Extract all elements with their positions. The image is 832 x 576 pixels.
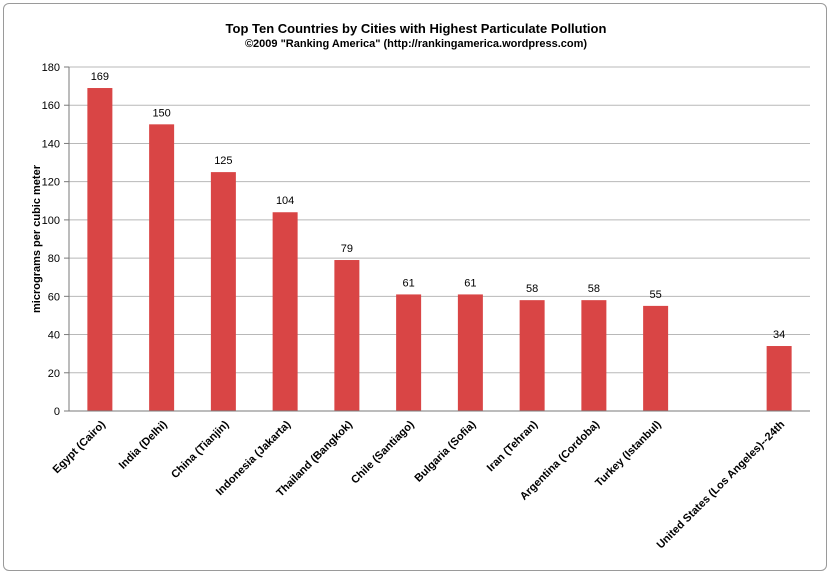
y-tick-label: 100 xyxy=(42,215,60,227)
y-tick-label: 0 xyxy=(54,406,60,418)
bars xyxy=(87,88,792,412)
chart-title: Top Ten Countries by Cities with Highest… xyxy=(225,21,607,36)
y-tick-label: 120 xyxy=(42,177,60,189)
y-tick-label: 20 xyxy=(48,368,60,380)
bar xyxy=(643,305,669,411)
bar-value-label: 61 xyxy=(403,277,415,289)
bar xyxy=(272,212,298,411)
bar-value-label: 34 xyxy=(773,329,785,341)
bar-value-label: 58 xyxy=(588,283,600,295)
x-category-label: Egypt (Cairo) xyxy=(51,418,109,476)
bar xyxy=(149,124,175,411)
x-category-label: China (Tianjin) xyxy=(169,418,232,481)
chart-subtitle: ©2009 "Ranking America" (http://rankinga… xyxy=(244,38,588,50)
bar-value-label: 55 xyxy=(650,289,662,301)
value-labels: 169 150 125 104 79 61 61 58 58 55 34 xyxy=(91,71,786,341)
bar-value-label: 79 xyxy=(341,243,353,255)
x-category-label: Chile (Santiago) xyxy=(349,418,417,486)
y-tick-label: 40 xyxy=(48,330,60,342)
bar xyxy=(457,294,483,411)
y-axis-ticks: 0 20 40 60 80 100 120 140 160 180 xyxy=(42,62,69,418)
y-tick-label: 80 xyxy=(48,253,60,265)
bar xyxy=(581,300,607,411)
bar xyxy=(766,346,792,411)
y-tick-label: 180 xyxy=(42,62,60,74)
bar xyxy=(210,172,236,411)
gridlines xyxy=(69,66,810,374)
bar xyxy=(87,88,113,412)
y-tick-label: 60 xyxy=(48,291,60,303)
x-axis-labels: Egypt (Cairo) India (Delhi) China (Tianjin… xyxy=(51,418,788,551)
bar-value-label: 104 xyxy=(276,195,294,207)
chart-frame xyxy=(3,3,827,571)
bar-value-label: 125 xyxy=(214,155,232,167)
y-axis-label: micrograms per cubic meter xyxy=(31,164,43,313)
x-category-label: Turkey (Istanbul) xyxy=(593,418,664,489)
bar xyxy=(519,300,545,411)
bar xyxy=(396,294,422,411)
bar xyxy=(334,260,360,411)
y-tick-label: 160 xyxy=(42,100,60,112)
y-tick-label: 140 xyxy=(42,138,60,150)
bar-value-label: 150 xyxy=(152,107,170,119)
x-category-label: United States (Los Angeles)--24th xyxy=(655,418,788,551)
bar-value-label: 58 xyxy=(526,283,538,295)
x-category-label: Bulgaria (Sofia) xyxy=(413,418,479,484)
bar-value-label: 61 xyxy=(464,277,476,289)
bar-value-label: 169 xyxy=(91,71,109,83)
x-category-label: India (Delhi) xyxy=(117,418,170,471)
x-category-label: Iran (Tehran) xyxy=(485,418,541,474)
